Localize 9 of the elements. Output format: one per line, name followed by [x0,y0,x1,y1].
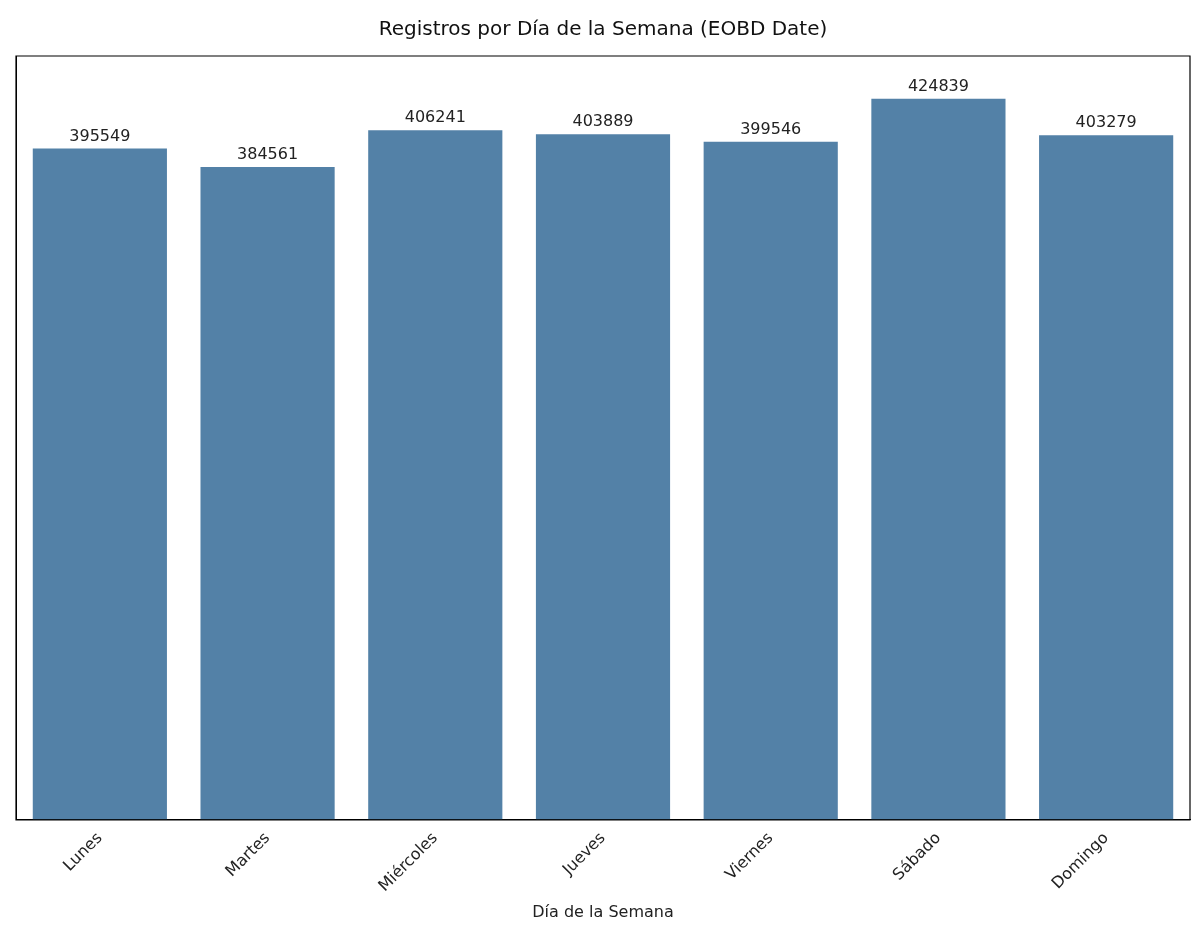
data-label: 395549 [69,125,131,145]
data-label: 399546 [740,118,802,138]
data-label: 406241 [404,107,466,127]
data-label: 424839 [907,75,969,95]
chart-title: Registros por Día de la Semana (EOBD Date) [378,16,828,41]
data-label: 403889 [572,111,634,131]
data-label: 403279 [1075,112,1137,132]
x-axis-title: Día de la Semana [532,901,674,921]
data-label: 384561 [237,144,299,164]
